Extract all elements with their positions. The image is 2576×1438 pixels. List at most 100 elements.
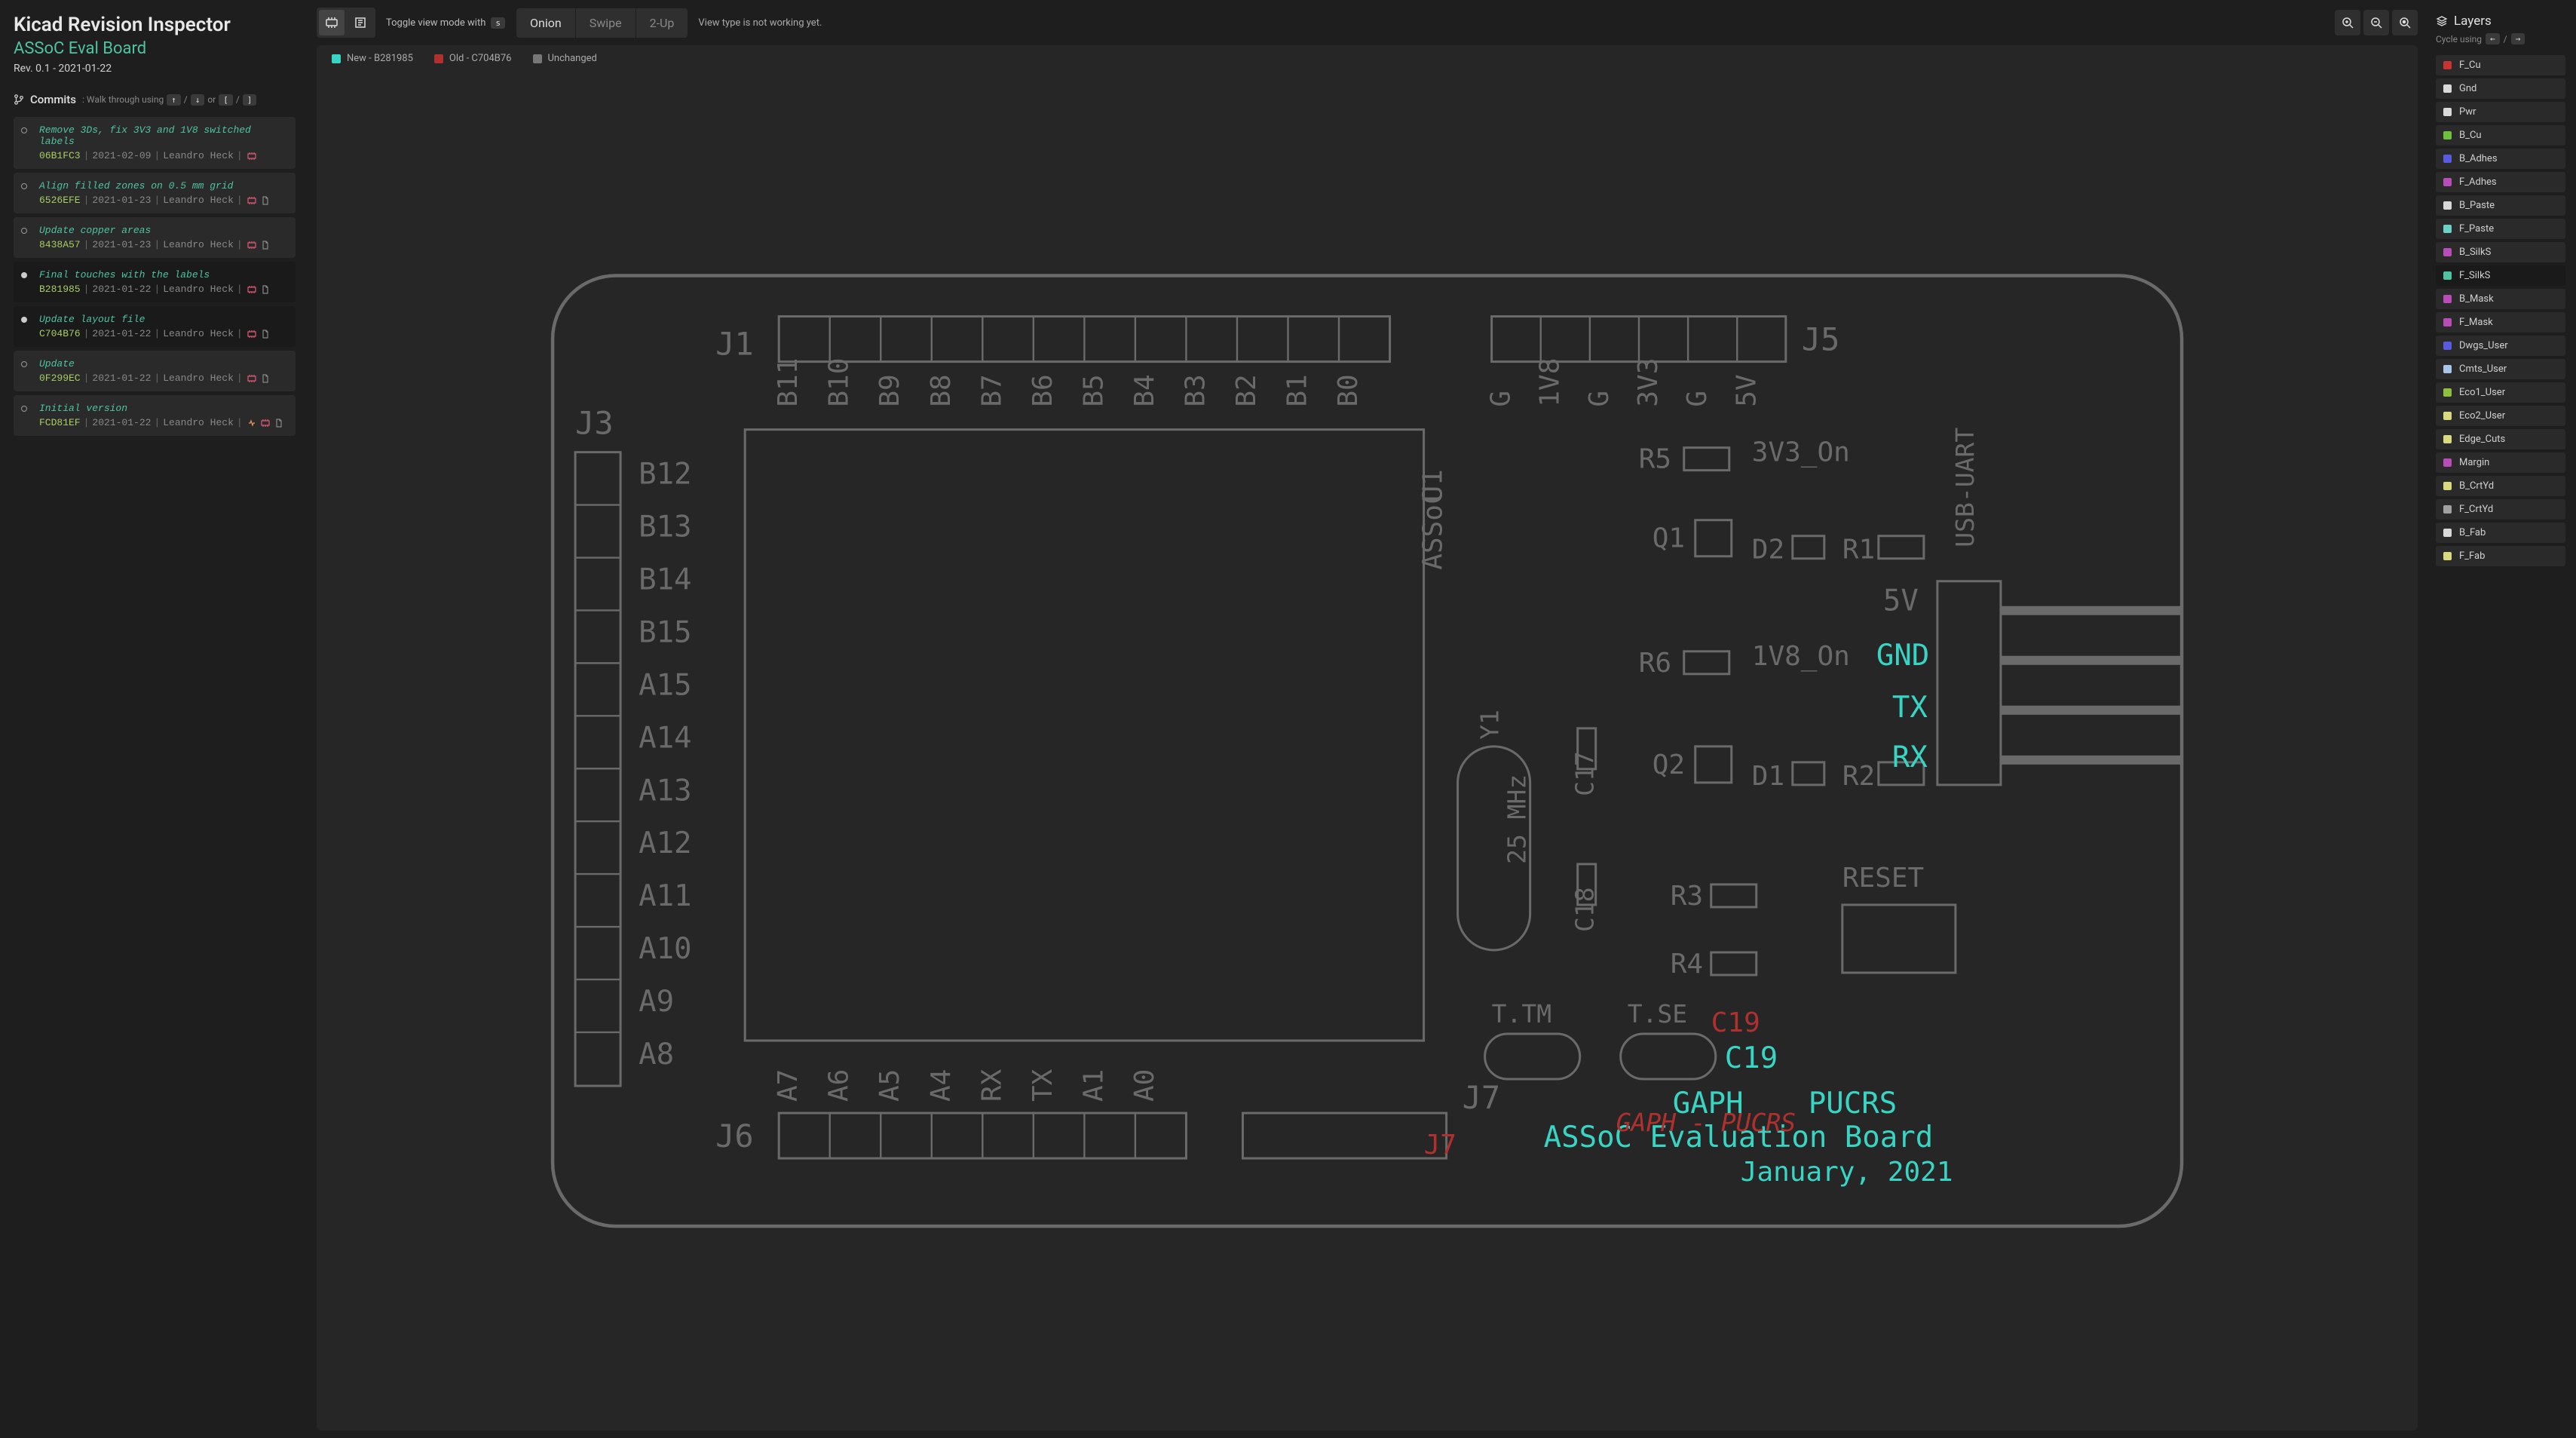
legend-unchanged-swatch <box>533 54 542 63</box>
layer-item-cmts_user[interactable]: Cmts_User <box>2436 359 2565 379</box>
layer-item-eco1_user[interactable]: Eco1_User <box>2436 382 2565 403</box>
commit-item[interactable]: Remove 3Ds, fix 3V3 and 1V8 switched lab… <box>14 117 296 169</box>
svg-text:USB-UART: USB-UART <box>1950 428 1980 547</box>
other-icon <box>261 330 270 339</box>
layer-name: B_SilkS <box>2459 247 2491 258</box>
layer-item-f_crtyd[interactable]: F_CrtYd <box>2436 499 2565 520</box>
pcb-mode-button[interactable] <box>319 10 345 35</box>
view-tab-2-up[interactable]: 2-Up <box>636 8 688 38</box>
zoom-group <box>2335 10 2418 35</box>
layer-item-edge_cuts[interactable]: Edge_Cuts <box>2436 429 2565 449</box>
commit-message: Final touches with the labels <box>39 269 286 281</box>
key-left: ← <box>2486 33 2500 44</box>
legend-old: Old - C704B76 <box>434 53 512 64</box>
svg-text:B5: B5 <box>1078 374 1109 406</box>
commit-meta: FCD81EF|2021-01-22|Leandro Heck| <box>39 417 286 428</box>
view-warning: View type is not working yet. <box>698 17 822 29</box>
svg-text:A11: A11 <box>639 879 691 913</box>
svg-text:January, 2021: January, 2021 <box>1741 1157 1953 1188</box>
layer-swatch <box>2443 482 2452 490</box>
commit-meta: B281985|2021-01-22|Leandro Heck| <box>39 284 286 295</box>
toggle-key: s <box>491 17 505 29</box>
zoom-out-button[interactable] <box>2363 10 2389 35</box>
layer-item-margin[interactable]: Margin <box>2436 452 2565 473</box>
svg-text:Y1: Y1 <box>1475 710 1505 740</box>
svg-text:T.TM: T.TM <box>1492 999 1551 1029</box>
svg-text:A4: A4 <box>926 1069 957 1102</box>
svg-text:5V: 5V <box>1883 584 1919 618</box>
commit-meta: 06B1FC3|2021-02-09|Leandro Heck| <box>39 150 286 161</box>
layer-item-b_fab[interactable]: B_Fab <box>2436 523 2565 543</box>
commit-message: Initial version <box>39 403 286 414</box>
layer-item-gnd[interactable]: Gnd <box>2436 78 2565 99</box>
commit-hash: B281985 <box>39 284 81 295</box>
other-icon <box>274 419 283 428</box>
layer-item-b_crtyd[interactable]: B_CrtYd <box>2436 476 2565 496</box>
layer-name: Pwr <box>2459 106 2476 118</box>
app-title: Kicad Revision Inspector <box>14 14 296 36</box>
layer-name: Dwgs_User <box>2459 340 2508 351</box>
layer-item-dwgs_user[interactable]: Dwgs_User <box>2436 336 2565 356</box>
commit-message: Remove 3Ds, fix 3V3 and 1V8 switched lab… <box>39 124 286 147</box>
svg-text:RX: RX <box>976 1069 1007 1102</box>
svg-text:R4: R4 <box>1671 949 1703 980</box>
svg-text:R2: R2 <box>1842 761 1875 792</box>
layer-item-f_silks[interactable]: F_SilkS <box>2436 265 2565 286</box>
toolbar: Toggle view mode with s OnionSwipe2-Up V… <box>309 8 2425 45</box>
left-panel: Kicad Revision Inspector ASSoC Eval Boar… <box>0 0 309 1438</box>
commit-item[interactable]: Align filled zones on 0.5 mm grid6526EFE… <box>14 173 296 213</box>
layer-swatch <box>2443 201 2452 210</box>
layer-item-f_fab[interactable]: F_Fab <box>2436 546 2565 566</box>
layer-item-b_mask[interactable]: B_Mask <box>2436 289 2565 309</box>
sch-icon <box>247 419 256 428</box>
layer-swatch <box>2443 84 2452 93</box>
svg-text:PUCRS: PUCRS <box>1809 1087 1897 1121</box>
commit-item[interactable]: Update0F299EC|2021-01-22|Leandro Heck| <box>14 351 296 391</box>
layer-item-f_mask[interactable]: F_Mask <box>2436 312 2565 333</box>
zoom-fit-button[interactable] <box>2392 10 2418 35</box>
commit-author: Leandro Heck <box>163 328 234 339</box>
zoom-in-button[interactable] <box>2335 10 2360 35</box>
layer-list: F_Cu Gnd Pwr B_Cu B_Adhes F_Adhes B_Paste F_Pas… <box>2436 55 2565 566</box>
svg-text:A5: A5 <box>874 1069 905 1102</box>
commit-item[interactable]: Update layout fileC704B76|2021-01-22|Lea… <box>14 306 296 347</box>
view-tab-onion[interactable]: Onion <box>516 8 576 38</box>
commit-hash: C704B76 <box>39 328 81 339</box>
commit-item[interactable]: Final touches with the labels B281985|202… <box>14 262 296 302</box>
svg-text:B2: B2 <box>1231 374 1262 406</box>
layer-name: F_SilkS <box>2459 270 2490 281</box>
layer-item-b_adhes[interactable]: B_Adhes <box>2436 149 2565 169</box>
key-bracket-left: [ <box>219 94 233 106</box>
svg-text:B10: B10 <box>824 358 855 407</box>
layer-swatch <box>2443 225 2452 233</box>
svg-text:C19: C19 <box>1725 1041 1778 1075</box>
sch-mode-button[interactable] <box>348 10 373 35</box>
layer-item-b_silks[interactable]: B_SilkS <box>2436 242 2565 262</box>
layers-hint: Cycle using ← / → <box>2436 33 2565 44</box>
layer-item-f_cu[interactable]: F_Cu <box>2436 55 2565 75</box>
svg-text:A10: A10 <box>639 932 691 966</box>
commit-author: Leandro Heck <box>163 195 234 206</box>
layer-name: F_Paste <box>2459 223 2494 235</box>
layer-item-f_adhes[interactable]: F_Adhes <box>2436 172 2565 192</box>
legend-new: New - B281985 <box>332 53 413 64</box>
layer-item-eco2_user[interactable]: Eco2_User <box>2436 406 2565 426</box>
svg-text:25 MHz: 25 MHz <box>1502 774 1532 864</box>
commit-hash: 6526EFE <box>39 195 81 206</box>
layer-swatch <box>2443 295 2452 303</box>
commit-item[interactable]: Update copper areas8438A57|2021-01-23|Le… <box>14 217 296 258</box>
layer-item-b_cu[interactable]: B_Cu <box>2436 125 2565 146</box>
view-tab-swipe[interactable]: Swipe <box>576 8 636 38</box>
svg-text:B14: B14 <box>639 563 691 597</box>
commit-item[interactable]: Initial version FCD81EF|2021-01-22|Leandr… <box>14 395 296 436</box>
layer-item-f_paste[interactable]: F_Paste <box>2436 219 2565 239</box>
layer-item-pwr[interactable]: Pwr <box>2436 102 2565 122</box>
layer-name: F_CrtYd <box>2459 504 2493 515</box>
board-view[interactable]: J1J5B11B10B9B8B7B6B5B4B3B2B1B0G1V8G3V3G5… <box>317 72 2418 1430</box>
commits-hint: : Walk through using ↑ / ↓ or [ / ] <box>82 94 257 106</box>
layer-swatch <box>2443 61 2452 69</box>
layer-item-b_paste[interactable]: B_Paste <box>2436 195 2565 216</box>
commit-author: Leandro Heck <box>163 417 234 428</box>
toggle-hint: Toggle view mode with s <box>386 17 506 29</box>
svg-text:B3: B3 <box>1180 374 1211 406</box>
